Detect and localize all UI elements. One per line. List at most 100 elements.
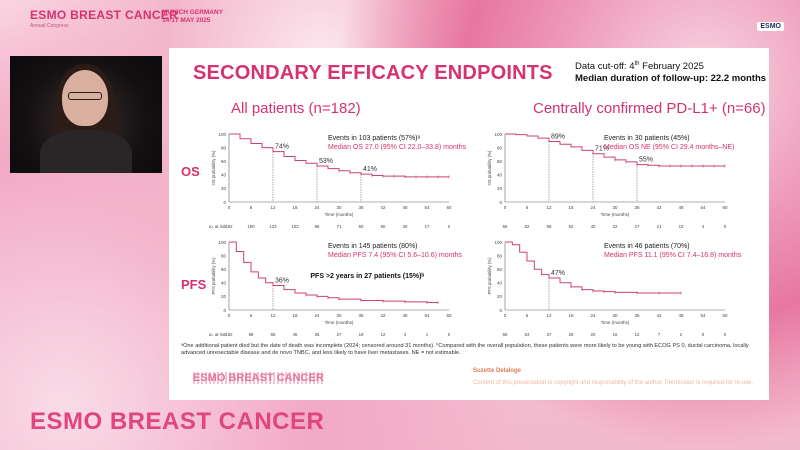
- y-tick-label: 60: [221, 159, 227, 164]
- at-risk-count: 26: [569, 332, 574, 337]
- copyright-notice: Content of this presentation is copyrigh…: [473, 380, 754, 386]
- at-risk-label: No. at risk: [209, 332, 227, 337]
- x-axis-label: Time (months): [601, 212, 630, 217]
- y-axis-label: OS probability (%): [211, 150, 216, 185]
- x-tick-label: 42: [656, 205, 662, 210]
- x-tick-label: 60: [446, 205, 452, 210]
- x-tick-label: 24: [314, 313, 320, 318]
- x-tick-label: 6: [526, 313, 529, 318]
- y-tick-label: 80: [497, 253, 503, 258]
- y-tick-label: 100: [494, 240, 502, 245]
- congress-dates: 14-17 MAY 2025: [162, 17, 211, 24]
- y-tick-label: 40: [221, 173, 227, 178]
- x-tick-label: 12: [546, 205, 552, 210]
- x-tick-label: 36: [358, 205, 364, 210]
- landmark-label: 89%: [551, 133, 565, 140]
- x-tick-label: 30: [336, 313, 342, 318]
- x-tick-label: 42: [380, 205, 386, 210]
- y-axis-label: PFS probability (%): [487, 257, 492, 295]
- at-risk-count: 1: [426, 332, 429, 337]
- at-risk-count: 27: [635, 224, 640, 229]
- x-tick-label: 30: [612, 205, 618, 210]
- x-axis-label: Time (months): [325, 212, 354, 217]
- y-tick-label: 100: [218, 240, 226, 245]
- at-risk-count: 66: [503, 224, 508, 229]
- at-risk-count: 50: [381, 224, 386, 229]
- x-tick-label: 48: [678, 313, 684, 318]
- y-tick-label: 0: [223, 200, 226, 205]
- y-tick-label: 0: [223, 308, 226, 313]
- x-tick-label: 12: [546, 313, 552, 318]
- speaker-body: [40, 130, 132, 173]
- at-risk-count: 46: [293, 332, 298, 337]
- speaker-glasses: [68, 92, 102, 100]
- x-tick-label: 54: [424, 205, 430, 210]
- x-tick-label: 18: [292, 205, 298, 210]
- x-tick-label: 30: [336, 205, 342, 210]
- row-label-os: OS: [181, 164, 200, 179]
- x-tick-label: 12: [270, 313, 276, 318]
- x-tick-label: 54: [700, 205, 706, 210]
- at-risk-count: 4: [404, 332, 407, 337]
- at-risk-count: 150: [247, 224, 255, 229]
- row-label-pfs: PFS: [181, 277, 207, 292]
- slide-title: SECONDARY EFFICACY ENDPOINTS: [193, 62, 553, 84]
- cutoff-date: Data cut-off: 4th February 2025: [575, 58, 766, 73]
- at-risk-count: 123: [269, 224, 277, 229]
- y-tick-label: 40: [497, 173, 503, 178]
- survival-curve: [229, 133, 449, 178]
- x-tick-label: 36: [358, 313, 364, 318]
- column-title-all: All patients (n=182): [231, 100, 361, 117]
- km-os-pdl1: 0 20 40 60 80 100 0 66 6 62 12 59 18 52 24 40 30 32 36 27 42…: [485, 128, 745, 234]
- x-tick-label: 36: [634, 313, 640, 318]
- y-axis-label: PFS probability (%): [211, 257, 216, 295]
- y-tick-label: 100: [494, 132, 502, 137]
- at-risk-count: 12: [635, 332, 640, 337]
- y-tick-label: 60: [497, 267, 503, 272]
- at-risk-count: 32: [613, 224, 618, 229]
- events-text: Events in 30 patients (45%): [604, 135, 690, 142]
- y-tick-label: 80: [497, 145, 503, 150]
- at-risk-count: 66: [503, 332, 508, 337]
- congress-location: MUNICH GERMANY 14-17 MAY 2025: [162, 9, 223, 25]
- y-tick-label: 80: [221, 145, 227, 150]
- landmark-label: 74%: [275, 144, 289, 151]
- at-risk-count: 182: [225, 224, 233, 229]
- bottom-brand: ESMO BREAST CANCER: [30, 408, 325, 435]
- at-risk-count: 0: [724, 224, 727, 229]
- km-pfs-pdl1: 0 20 40 60 80 100 0 66 6 53 12 37 18 26 24 20 30 16 36 12 42…: [485, 236, 745, 342]
- at-risk-count: 12: [381, 332, 386, 337]
- data-cutoff: Data cut-off: 4th February 2025 Median d…: [575, 58, 766, 85]
- at-risk-count: 21: [657, 224, 662, 229]
- x-tick-label: 60: [722, 313, 728, 318]
- landmark-label: 71%: [595, 146, 609, 153]
- x-tick-label: 0: [504, 205, 507, 210]
- x-tick-label: 24: [590, 205, 596, 210]
- at-risk-count: 0: [724, 332, 727, 337]
- median-text: Median PFS 11.1 (95% CI 7.4–16.8) months: [604, 252, 742, 259]
- km-os-all: 0 20 40 60 80 100 0 182 6 150 12 123 18 103 24 86 30 71 36…: [209, 128, 469, 234]
- at-risk-count: 2: [680, 332, 683, 337]
- x-tick-label: 42: [380, 313, 386, 318]
- events-text: Events in 103 patients (57%)ᵃ: [328, 135, 420, 142]
- at-risk-count: 16: [613, 332, 618, 337]
- at-risk-count: 36: [315, 332, 320, 337]
- at-risk-count: 17: [425, 224, 430, 229]
- survival-curve: [505, 133, 725, 167]
- x-tick-label: 0: [228, 205, 231, 210]
- at-risk-count: 10: [679, 224, 684, 229]
- x-tick-label: 60: [446, 313, 452, 318]
- at-risk-count: 53: [525, 332, 530, 337]
- y-tick-label: 0: [499, 308, 502, 313]
- at-risk-count: 62: [525, 224, 530, 229]
- x-tick-label: 30: [612, 313, 618, 318]
- congress-city: MUNICH GERMANY: [162, 9, 224, 16]
- at-risk-count: 37: [547, 332, 552, 337]
- speaker-video: [10, 56, 162, 173]
- slide-brand-logo: ESMO BREAST CANCER: [193, 372, 324, 384]
- x-axis-label: Time (months): [601, 320, 630, 325]
- esmo-logo: ESMO: [757, 22, 784, 31]
- events-text: Events in 145 patients (80%): [328, 243, 418, 250]
- footnote: ᵃOne additional patient died but the dat…: [181, 343, 749, 356]
- at-risk-count: 19: [359, 332, 364, 337]
